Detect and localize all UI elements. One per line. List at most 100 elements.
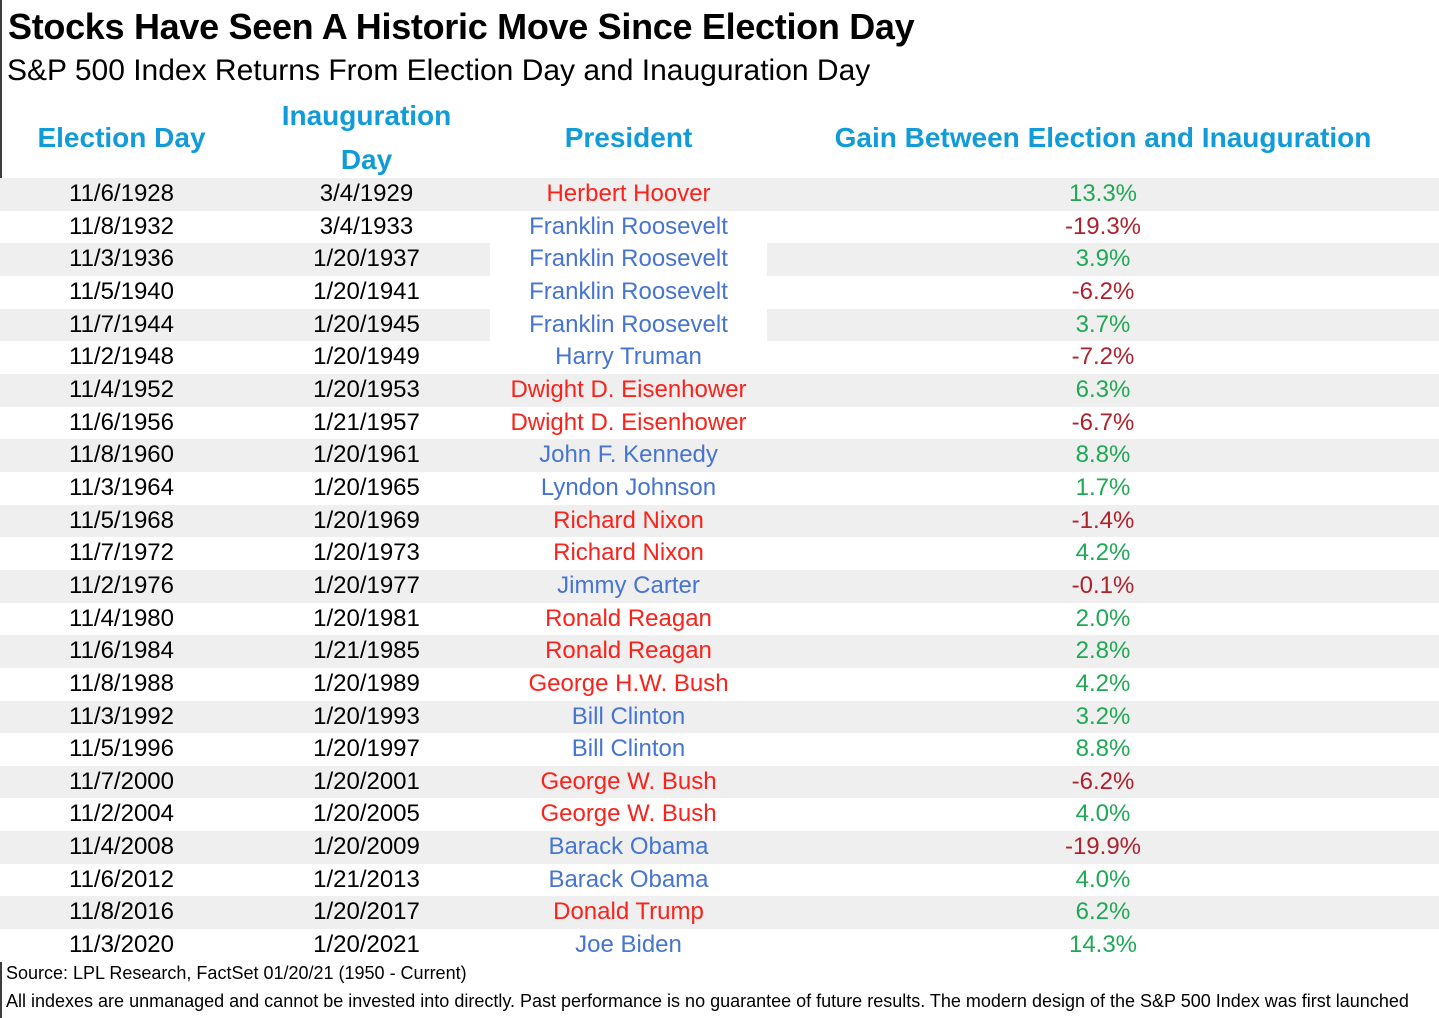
inauguration-day-cell: 1/20/1953 xyxy=(313,375,420,403)
election-day-cell: 11/6/1956 xyxy=(69,408,174,436)
table-row: 11/4/1952 1/20/1953 Dwight D. Eisenhower… xyxy=(0,373,1439,407)
president-cell: Richard Nixon xyxy=(553,506,704,534)
inauguration-day-cell: 1/20/1981 xyxy=(313,604,420,632)
president-cell: George W. Bush xyxy=(540,767,717,795)
president-cell: Donald Trump xyxy=(553,898,704,926)
election-day-cell: 11/6/2012 xyxy=(69,865,174,893)
table-body: 11/6/1928 3/4/1929 Herbert Hoover 13.3% … xyxy=(0,178,1439,962)
gain-cell: -0.1% xyxy=(1071,571,1135,599)
table-row: 11/3/1936 1/20/1937 Franklin Roosevelt 3… xyxy=(0,243,1439,276)
election-day-cell: 11/2/2004 xyxy=(69,800,174,828)
gain-cell: -6.7% xyxy=(1071,408,1135,436)
inauguration-day-cell: 1/20/1937 xyxy=(313,245,420,273)
president-cell: Franklin Roosevelt xyxy=(529,277,728,305)
election-day-cell: 11/7/2000 xyxy=(69,767,174,795)
election-day-cell: 11/4/1952 xyxy=(69,375,174,403)
inauguration-day-cell: 1/20/1989 xyxy=(313,669,420,697)
disclaimer-note: All indexes are unmanaged and cannot be … xyxy=(6,991,1409,1011)
election-day-cell: 11/8/1960 xyxy=(69,441,174,469)
gain-cell: 4.0% xyxy=(1075,800,1131,828)
president-cell: Richard Nixon xyxy=(553,539,704,567)
president-cell: Ronald Reagan xyxy=(545,604,712,632)
inauguration-day-cell: 1/20/1941 xyxy=(313,277,420,305)
table-row: 11/2/1976 1/20/1977 Jimmy Carter -0.1% xyxy=(0,569,1439,603)
table-row: 11/7/1972 1/20/1973 Richard Nixon 4.2% xyxy=(0,537,1439,570)
president-cell: Jimmy Carter xyxy=(557,571,700,599)
gain-cell: 3.9% xyxy=(1075,245,1131,273)
table-row: 11/2/2004 1/20/2005 George W. Bush 4.0% xyxy=(0,798,1439,832)
election-day-cell: 11/3/1936 xyxy=(69,245,174,273)
election-day-cell: 11/2/1976 xyxy=(69,571,174,599)
election-day-cell: 11/6/1984 xyxy=(69,637,174,665)
president-cell: Barack Obama xyxy=(548,833,709,861)
president-cell: Harry Truman xyxy=(555,343,702,371)
gain-cell: 6.3% xyxy=(1075,375,1131,403)
election-day-cell: 11/8/2016 xyxy=(69,898,174,926)
inauguration-day-cell: 1/20/1993 xyxy=(313,702,420,730)
inauguration-day-cell: 1/21/1957 xyxy=(313,408,420,436)
election-day-cell: 11/7/1972 xyxy=(69,539,174,567)
table-row: 11/2/1948 1/20/1949 Harry Truman -7.2% xyxy=(0,341,1439,374)
gain-cell: 6.2% xyxy=(1075,898,1131,926)
president-cell: Herbert Hoover xyxy=(546,180,711,207)
inauguration-day-cell: 1/20/1965 xyxy=(313,473,420,501)
gain-cell: 4.2% xyxy=(1075,539,1131,567)
election-day-cell: 11/8/1932 xyxy=(69,212,174,240)
election-day-cell: 11/2/1948 xyxy=(69,343,174,371)
gain-cell: -6.2% xyxy=(1071,277,1135,305)
election-day-cell: 11/5/1940 xyxy=(69,277,174,305)
inauguration-day-cell: 1/20/1973 xyxy=(313,539,420,567)
inauguration-day-cell: 1/20/1945 xyxy=(313,310,420,338)
column-header-inauguration-day: Inauguration Day xyxy=(281,100,452,175)
table-row: 11/4/2008 1/20/2009 Barack Obama -19.9% xyxy=(0,831,1439,864)
gain-cell: 3.7% xyxy=(1075,310,1131,338)
gain-cell: 4.2% xyxy=(1075,669,1131,697)
table-row: 11/7/2000 1/20/2001 George W. Bush -6.2% xyxy=(0,765,1439,799)
table-row: 11/3/2020 1/20/2021 Joe Biden 14.3% xyxy=(0,929,1439,962)
election-day-cell: 11/3/2020 xyxy=(69,931,174,959)
inauguration-day-cell: 1/20/1969 xyxy=(313,506,420,534)
table-row: 11/4/1980 1/20/1981 Ronald Reagan 2.0% xyxy=(0,602,1439,636)
inauguration-day-cell: 3/4/1933 xyxy=(319,212,414,240)
inauguration-day-cell: 1/20/2021 xyxy=(313,931,420,959)
gain-cell: 8.8% xyxy=(1075,441,1131,469)
page-title: Stocks Have Seen A Historic Move Since E… xyxy=(8,6,915,47)
election-day-cell: 11/4/1980 xyxy=(69,604,174,632)
table-row: 11/8/1960 1/20/1961 John F. Kennedy 8.8% xyxy=(0,439,1439,472)
election-day-cell: 11/3/1992 xyxy=(69,702,174,730)
source-note: Source: LPL Research, FactSet 01/20/21 (… xyxy=(6,963,467,983)
president-cell: Ronald Reagan xyxy=(545,637,712,665)
table-row: 11/5/1996 1/20/1997 Bill Clinton 8.8% xyxy=(0,733,1439,766)
inauguration-day-cell: 1/20/1997 xyxy=(313,735,420,763)
table-row: 11/3/1964 1/20/1965 Lyndon Johnson 1.7% xyxy=(0,471,1439,505)
president-cell: Bill Clinton xyxy=(571,735,686,763)
president-cell: Joe Biden xyxy=(575,931,682,959)
gain-cell: 2.0% xyxy=(1075,604,1131,632)
inauguration-day-cell: 1/20/2017 xyxy=(313,898,420,926)
election-day-cell: 11/4/2008 xyxy=(69,833,174,861)
president-cell: Lyndon Johnson xyxy=(540,473,717,501)
table-row: 11/3/1992 1/20/1993 Bill Clinton 3.2% xyxy=(0,700,1439,734)
column-header-president: President xyxy=(564,122,693,153)
president-cell: Dwight D. Eisenhower xyxy=(510,408,747,436)
president-cell: Bill Clinton xyxy=(571,702,686,730)
inauguration-day-cell: 1/20/1961 xyxy=(313,441,420,469)
table-row: 11/5/1940 1/20/1941 Franklin Roosevelt -… xyxy=(0,275,1439,309)
election-day-cell: 11/6/1928 xyxy=(69,180,174,207)
inauguration-day-cell: 3/4/1929 xyxy=(319,180,414,207)
president-cell: Barack Obama xyxy=(548,865,709,893)
gain-cell: -19.9% xyxy=(1064,833,1142,861)
table-row: 11/8/1988 1/20/1989 George H.W. Bush 4.2… xyxy=(0,667,1439,701)
table-row: 11/5/1968 1/20/1969 Richard Nixon -1.4% xyxy=(0,504,1439,538)
page-subtitle: S&P 500 Index Returns From Election Day … xyxy=(7,54,871,87)
table-row: 11/7/1944 1/20/1945 Franklin Roosevelt 3… xyxy=(0,308,1439,342)
gain-cell: -7.2% xyxy=(1071,343,1135,371)
table-row: 11/8/1932 3/4/1933 Franklin Roosevelt -1… xyxy=(0,210,1439,244)
president-cell: Dwight D. Eisenhower xyxy=(510,375,747,403)
table-row: 11/6/1928 3/4/1929 Herbert Hoover 13.3% xyxy=(0,178,1439,211)
inauguration-day-cell: 1/20/2009 xyxy=(313,833,420,861)
election-day-cell: 11/3/1964 xyxy=(69,473,174,501)
election-day-cell: 11/8/1988 xyxy=(69,669,174,697)
inauguration-day-cell: 1/21/1985 xyxy=(313,637,420,665)
election-day-cell: 11/5/1996 xyxy=(69,735,174,763)
